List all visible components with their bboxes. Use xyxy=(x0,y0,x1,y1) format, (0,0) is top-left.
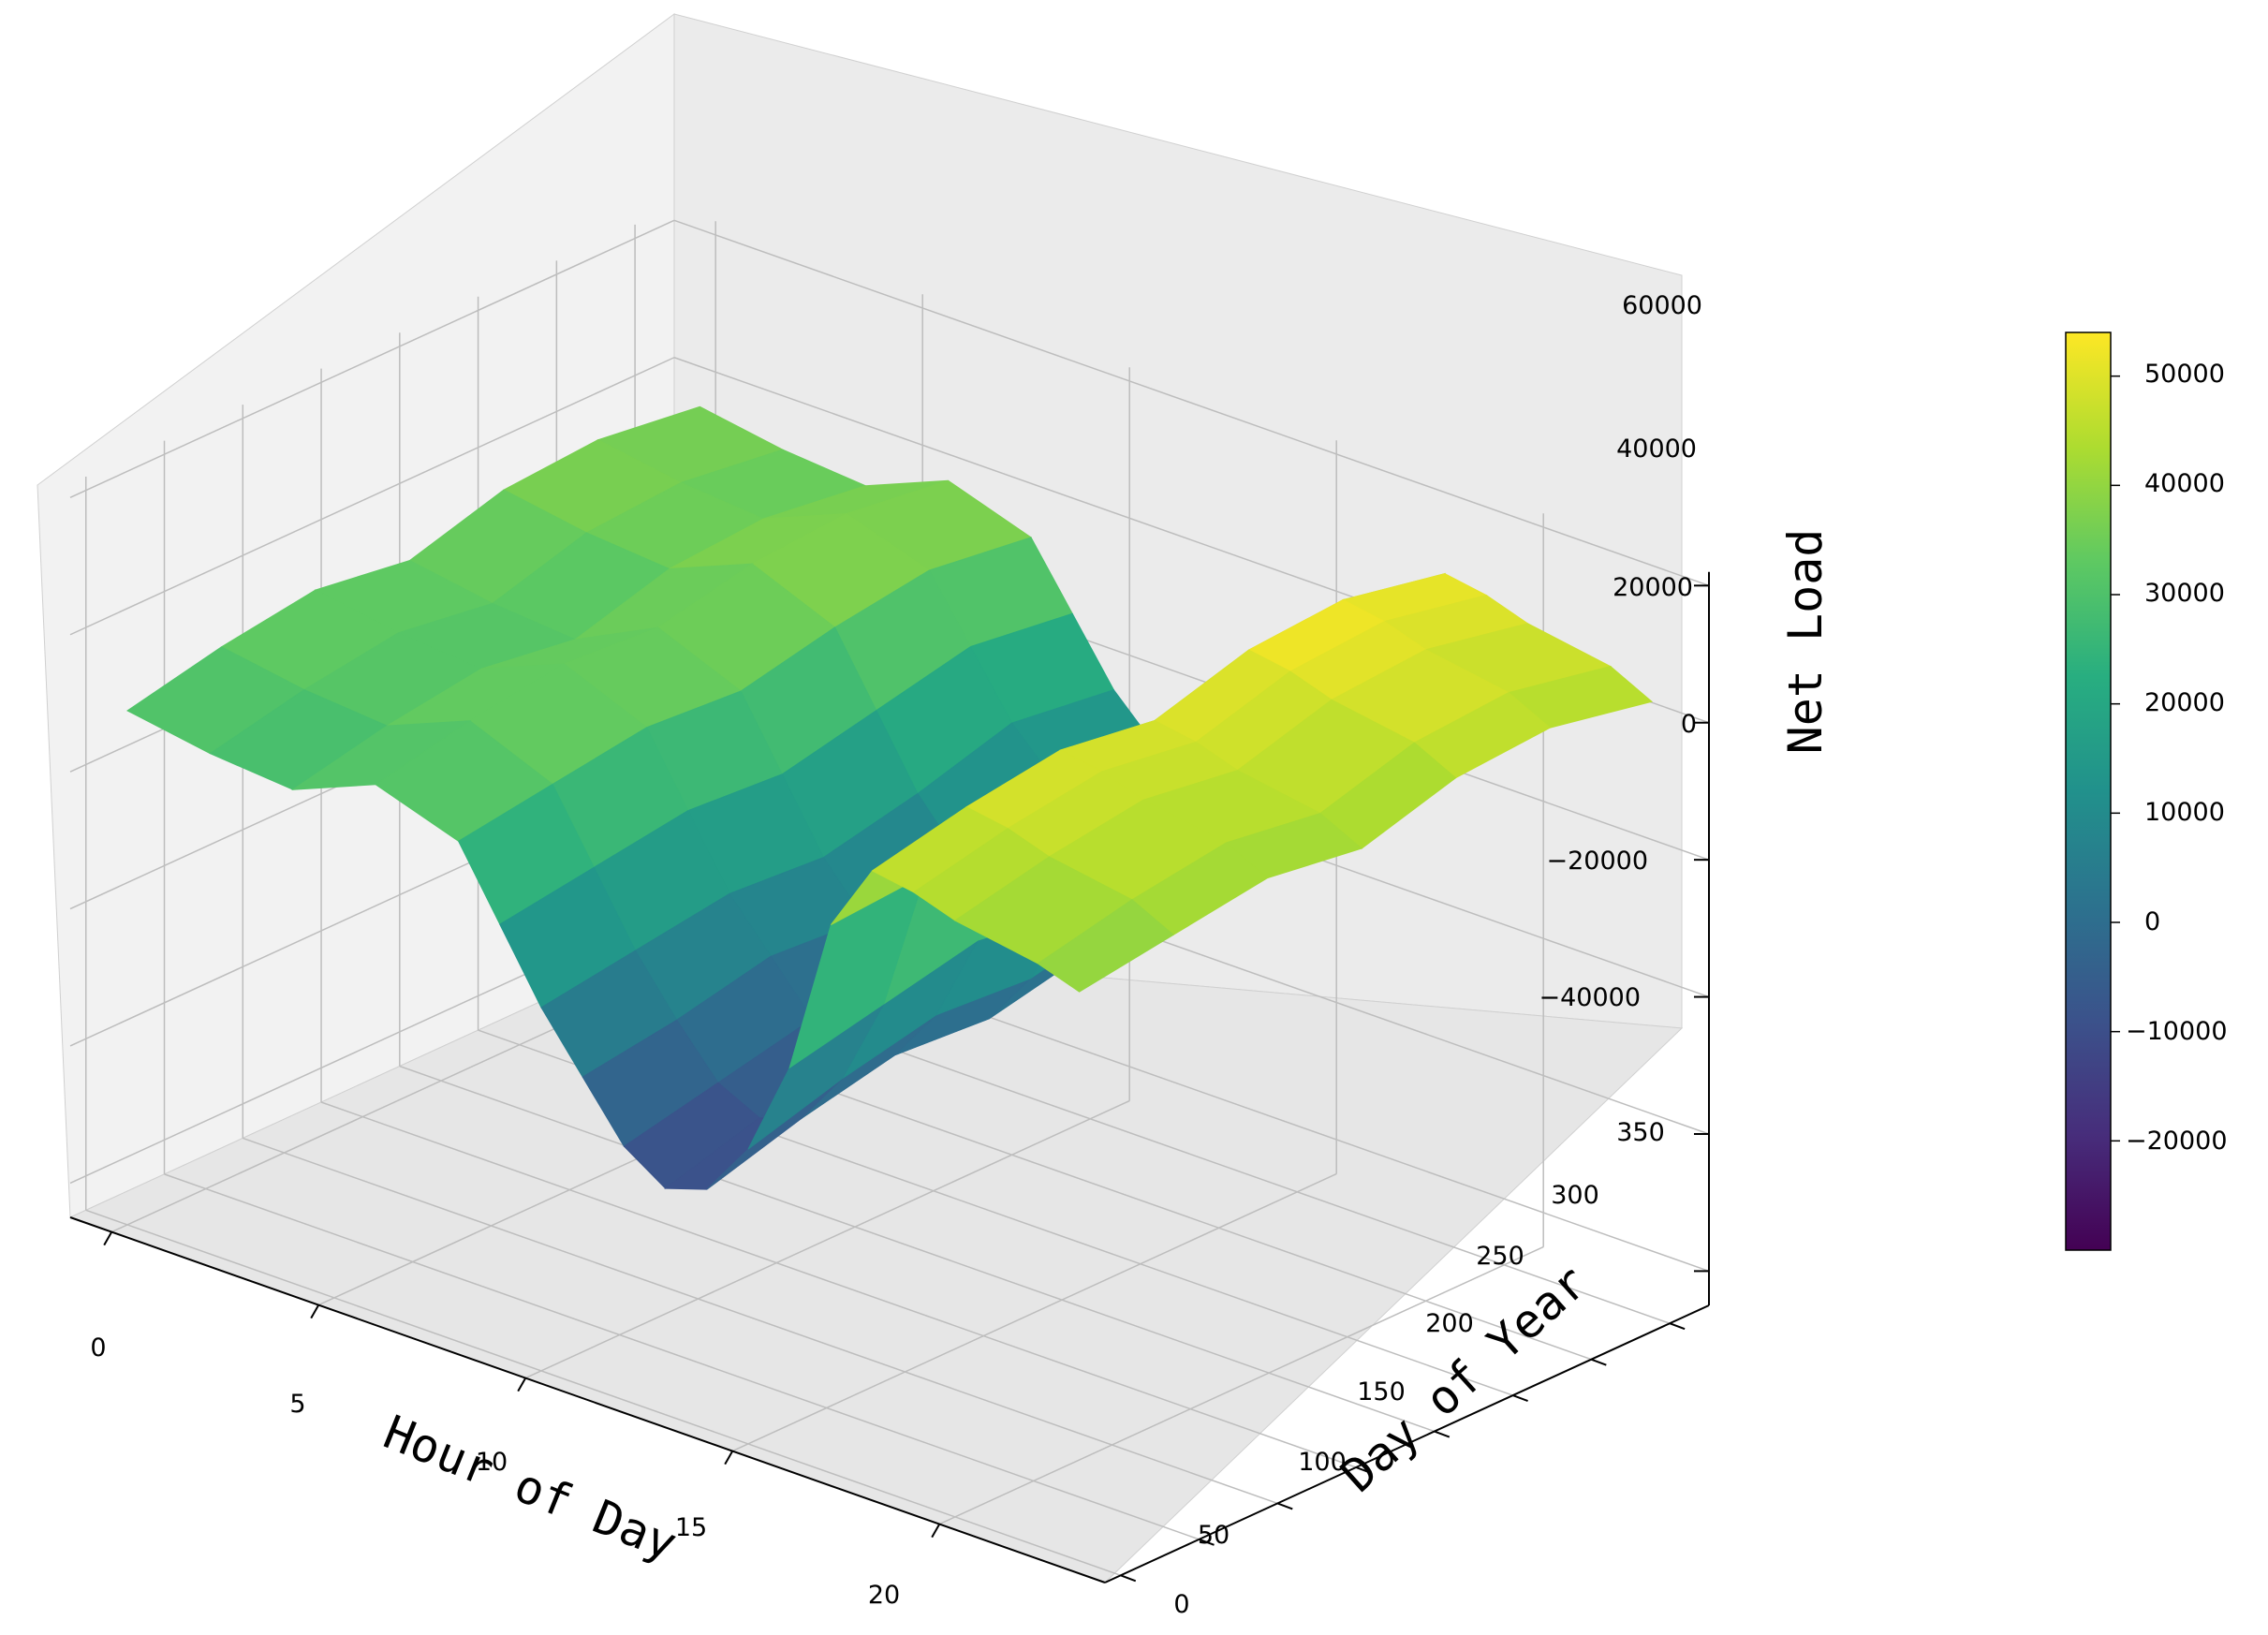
x-tick-mark xyxy=(931,1524,941,1539)
z-tick-label: 0 xyxy=(1681,710,1697,739)
side-grid-line xyxy=(69,219,675,499)
x-tick-mark xyxy=(517,1377,527,1392)
y-tick-mark xyxy=(1669,1322,1686,1331)
side-grid-line xyxy=(69,357,675,636)
y-tick-label: 200 xyxy=(1425,1309,1474,1338)
y-tick-label: 300 xyxy=(1551,1181,1599,1210)
x-tick-label: 5 xyxy=(289,1390,305,1419)
y-tick-mark xyxy=(1590,1358,1607,1366)
floor-grid-line xyxy=(399,1065,1436,1433)
y-tick-mark xyxy=(1434,1430,1451,1438)
floor-grid-line xyxy=(243,1137,1278,1505)
z-tick-label: 60000 xyxy=(1622,291,1702,320)
x-axis-ticks: 0 5 10 15 20 xyxy=(90,1333,900,1610)
floor-grid-line xyxy=(524,1099,1130,1379)
colorbar-tick-label: 30000 xyxy=(2144,579,2225,608)
y-tick-mark xyxy=(1512,1394,1528,1403)
colorbar-gradient xyxy=(2065,331,2112,1251)
y-tick-label: 0 xyxy=(1173,1590,1189,1619)
y-axis-line xyxy=(1104,1304,1710,1583)
z-tick-label: −40000 xyxy=(1539,983,1641,1012)
x-axis-line xyxy=(69,1216,1106,1583)
x-tick-mark xyxy=(310,1304,320,1319)
colorbar-tick-label: 40000 xyxy=(2144,469,2225,498)
z-tick-label: −20000 xyxy=(1546,847,1648,876)
colorbar: −20000 −10000 0 10000 20000 30000 40000 … xyxy=(2065,331,2228,1251)
z-tick-label: 20000 xyxy=(1613,573,1693,602)
surface-plot xyxy=(126,405,1654,1190)
colorbar-tick-label: 0 xyxy=(2144,907,2160,936)
colorbar-tick-label: 50000 xyxy=(2144,360,2225,389)
y-tick-mark xyxy=(1120,1574,1137,1583)
axis-lines xyxy=(69,571,1710,1583)
y-tick-label: 150 xyxy=(1357,1377,1406,1407)
x-tick-label: 0 xyxy=(90,1333,106,1362)
y-tick-label: 50 xyxy=(1198,1521,1230,1550)
colorbar-tick-label: −10000 xyxy=(2126,1017,2228,1046)
colorbar-ticks xyxy=(2111,375,2120,1142)
floor-grid-line xyxy=(85,1209,1122,1577)
floor-grid-line xyxy=(938,1245,1544,1525)
floor-grid-line xyxy=(164,1173,1200,1540)
z-tick-label: 40000 xyxy=(1616,435,1697,464)
x-tick-label: 20 xyxy=(868,1581,900,1610)
y-axis-ticks: 0 50 100 150 200 250 300 350 xyxy=(1173,1118,1664,1619)
x-tick-label: 15 xyxy=(675,1513,707,1542)
x-axis-label: Hour of Day xyxy=(376,1405,685,1571)
x-tick-mark xyxy=(724,1451,734,1466)
colorbar-tick-label: −20000 xyxy=(2126,1127,2228,1156)
colorbar-tick-label: 20000 xyxy=(2144,688,2225,717)
z-axis-label: Net Load xyxy=(1778,529,1833,755)
floor-grid-line xyxy=(731,1172,1337,1452)
y-tick-mark xyxy=(1276,1502,1293,1510)
y-tick-mark xyxy=(1199,1538,1215,1546)
floor-grid-line xyxy=(320,1101,1357,1468)
z-axis-ticks: −40000 −20000 0 20000 40000 60000 xyxy=(1539,291,1702,1012)
y-tick-label: 250 xyxy=(1476,1242,1524,1271)
x-tick-label: 10 xyxy=(476,1448,508,1477)
y-tick-mark xyxy=(1355,1466,1372,1474)
x-tick-mark xyxy=(103,1231,113,1246)
back-grid-line xyxy=(673,219,1710,587)
y-tick-label: 100 xyxy=(1298,1448,1347,1477)
colorbar-tick-label: 10000 xyxy=(2144,798,2225,827)
surface-patch xyxy=(1037,899,1174,993)
y-tick-label: 350 xyxy=(1616,1118,1665,1147)
